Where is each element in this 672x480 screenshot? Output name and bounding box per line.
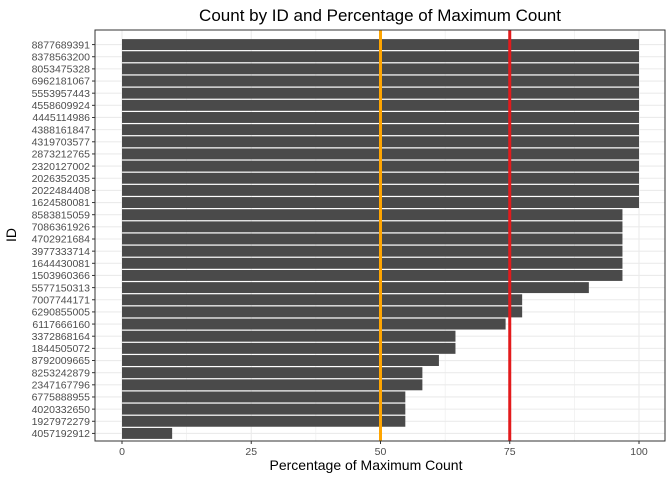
- bar: [122, 221, 623, 233]
- y-tick-label: 8378563200: [32, 51, 91, 63]
- y-tick-label: 8792009665: [32, 355, 91, 367]
- bar: [122, 282, 589, 294]
- y-tick-label: 1844505072: [32, 343, 91, 355]
- y-tick-label: 7007744171: [32, 294, 91, 306]
- y-tick-label: 3372868164: [32, 331, 91, 343]
- y-tick-label: 8877689391: [32, 39, 91, 51]
- bar: [122, 269, 623, 281]
- reference-lines: [379, 30, 512, 441]
- y-axis-title: ID: [3, 228, 19, 242]
- x-tick-label: 100: [630, 446, 648, 458]
- y-tick-label: 6775888955: [32, 392, 91, 404]
- bar: [122, 391, 406, 403]
- y-tick-label: 6290855005: [32, 307, 91, 319]
- y-tick-label: 7086361926: [32, 222, 91, 234]
- bar: [122, 355, 439, 366]
- y-tick-label: 2026352035: [32, 173, 91, 185]
- y-tick-label: 1927972279: [32, 416, 91, 428]
- y-tick-label: 3977333714: [32, 246, 91, 258]
- x-tick-label: 50: [375, 446, 387, 458]
- y-tick-label: 4702921684: [32, 234, 91, 246]
- bar: [122, 330, 456, 342]
- y-tick-label: 2347167796: [32, 380, 91, 392]
- bar: [122, 379, 423, 391]
- bar: [122, 209, 623, 221]
- y-tick-label: 4020332650: [32, 404, 91, 416]
- bar: [122, 245, 623, 257]
- y-tick-label: 4057192912: [32, 428, 91, 440]
- plot-border: [94, 29, 666, 442]
- y-tick-label: 1624580081: [32, 197, 91, 209]
- y-tick-label: 8053475328: [32, 64, 91, 76]
- y-tick-label: 8583815059: [32, 209, 91, 221]
- y-tick-label: 5577150313: [32, 282, 91, 294]
- y-tick-label: 2873212765: [32, 149, 91, 161]
- y-tick-label: 8253242879: [32, 367, 91, 379]
- y-tick-label: 1503960366: [32, 270, 91, 282]
- x-tick-label: 25: [245, 446, 257, 458]
- bar: [122, 427, 173, 439]
- bar: [122, 367, 423, 379]
- y-tick-label: 6962181067: [32, 76, 91, 88]
- y-tick-label: 5553957443: [32, 88, 91, 100]
- y-tick-label: 4388161847: [32, 124, 91, 136]
- y-tick-labels: 8877689391837856320080534753286962181067…: [32, 39, 95, 440]
- bar: [122, 306, 523, 318]
- y-tick-label: 1644430081: [32, 258, 91, 270]
- bar: [122, 294, 523, 306]
- x-axis-title: Percentage of Maximum Count: [270, 457, 463, 473]
- x-tick-label: 75: [504, 446, 516, 458]
- bar: [122, 257, 623, 269]
- y-tick-label: 2022484408: [32, 185, 91, 197]
- bar: [122, 403, 406, 415]
- bar: [122, 415, 406, 427]
- y-tick-label: 4445114986: [32, 112, 90, 124]
- bar: [122, 233, 623, 245]
- y-tick-label: 4319703577: [32, 136, 91, 148]
- x-tick-labels: 0 25 50 75 100: [119, 441, 648, 458]
- x-tick-label: 0: [119, 446, 125, 458]
- chart-title: Count by ID and Percentage of Maximum Co…: [199, 6, 561, 25]
- bar: [122, 342, 456, 354]
- y-tick-label: 6117666160: [32, 319, 90, 331]
- y-tick-label: 2320127002: [32, 161, 91, 173]
- y-tick-label: 4558609924: [32, 100, 91, 112]
- bar: [122, 318, 506, 330]
